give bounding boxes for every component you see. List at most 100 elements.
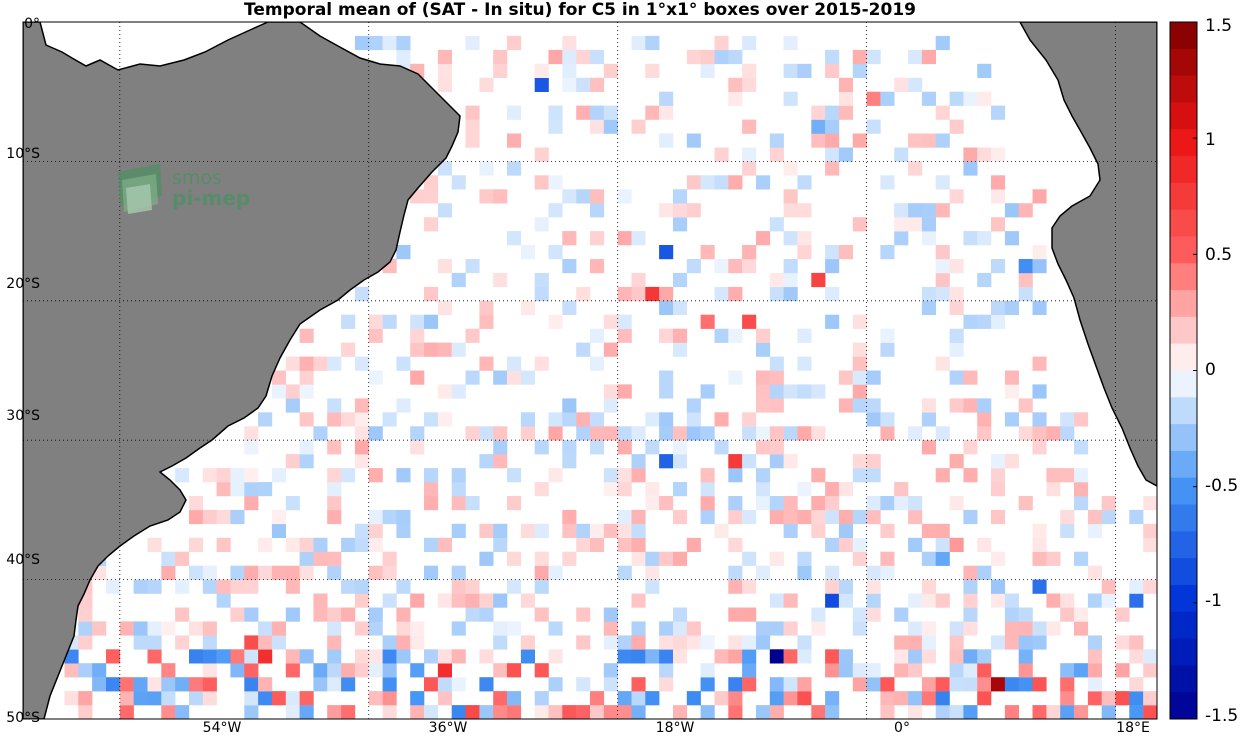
anomaly-cell [714,49,729,65]
anomaly-cell [451,482,466,497]
anomaly-cell [78,621,93,636]
anomaly-cell [935,35,950,51]
anomaly-cell [700,384,715,399]
anomaly-cell [949,663,964,678]
anomaly-cell [991,635,1006,650]
anomaly-cell [562,77,577,92]
anomaly-cell [935,537,950,552]
anomaly-cell [410,314,425,329]
anomaly-cell [825,663,840,678]
anomaly-cell [354,412,369,427]
anomaly-cell [617,468,632,483]
anomaly-cell [686,259,701,274]
anomaly-cell [852,314,867,329]
anomaly-cell [603,314,618,329]
anomaly-cell [313,537,328,552]
anomaly-cell [894,231,909,246]
anomaly-cell [949,635,964,650]
anomaly-cell [78,607,93,622]
anomaly-cell [216,468,231,483]
anomaly-cell [728,635,743,650]
anomaly-cell [603,607,618,622]
anomaly-cell [797,509,812,525]
lon-label-0: 0° [894,720,910,736]
anomaly-cell [977,565,992,580]
anomaly-cell [769,440,784,455]
anomaly-cell [479,551,494,566]
anomaly-cell [534,147,549,162]
anomaly-cell [562,189,577,204]
anomaly-cell [202,691,217,706]
anomaly-cell [368,537,383,552]
anomaly-cell [354,593,369,608]
anomaly-cell [617,189,632,204]
anomaly-cell [1074,440,1089,455]
anomaly-cell [714,649,729,664]
anomaly-cell [327,565,342,580]
anomaly-cell [977,147,992,162]
anomaly-cell [1060,593,1075,608]
anomaly-cell [673,649,688,664]
anomaly-cell [631,691,646,706]
anomaly-cell [811,607,826,622]
colorbar-swatch [1170,263,1197,291]
anomaly-cell [659,663,674,678]
anomaly-cell [769,426,784,441]
anomaly-cell [1060,691,1075,706]
anomaly-cell [479,189,494,204]
anomaly-cell [894,496,909,511]
anomaly-cell [838,147,853,162]
anomaly-cell [617,440,632,455]
anomaly-cell [603,621,618,636]
anomaly-cell [1018,621,1033,636]
anomaly-cell [147,677,162,692]
anomaly-cell [700,49,715,65]
anomaly-cell [189,691,204,706]
anomaly-cell [700,63,715,78]
anomaly-cell [327,677,342,692]
anomaly-cell [161,663,176,678]
colorbar-swatch [1170,665,1197,693]
anomaly-cell [742,551,757,566]
anomaly-cell [299,370,314,385]
anomaly-cell [189,677,204,692]
anomaly-cell [645,105,660,120]
anomaly-cell [908,161,923,176]
anomaly-cell [728,496,743,511]
anomaly-cell [673,328,688,343]
anomaly-cell [354,440,369,455]
anomaly-cell [562,231,577,246]
anomaly-cell [147,635,162,650]
anomaly-cell [368,370,383,385]
anomaly-cell [285,565,300,580]
anomaly-cell [1004,412,1019,427]
anomaly-cell [507,579,522,594]
anomaly-cell [244,635,259,650]
anomaly-cell [921,217,936,232]
anomaly-cell [949,286,964,302]
anomaly-cell [756,342,771,357]
anomaly-cell [935,426,950,441]
anomaly-cell [811,496,826,511]
anomaly-cell [271,635,286,650]
anomaly-cell [548,621,563,636]
anomaly-cell [783,63,798,78]
anomaly-cell [354,35,369,51]
anomaly-cell [576,412,591,427]
colorbar-swatch [1170,611,1197,639]
anomaly-cell [742,412,757,427]
anomaly-cell [368,607,383,622]
anomaly-cell [189,537,204,552]
anomaly-cell [1074,551,1089,566]
anomaly-cell [396,509,411,525]
anomaly-cell [852,663,867,678]
anomaly-cell [894,649,909,664]
anomaly-cell [368,663,383,678]
anomaly-cell [991,454,1006,469]
anomaly-cell [659,635,674,650]
anomaly-cell [728,537,743,552]
anomaly-cell [244,663,259,678]
anomaly-cell [562,398,577,413]
anomaly-cell [354,398,369,413]
anomaly-cell [880,523,895,538]
